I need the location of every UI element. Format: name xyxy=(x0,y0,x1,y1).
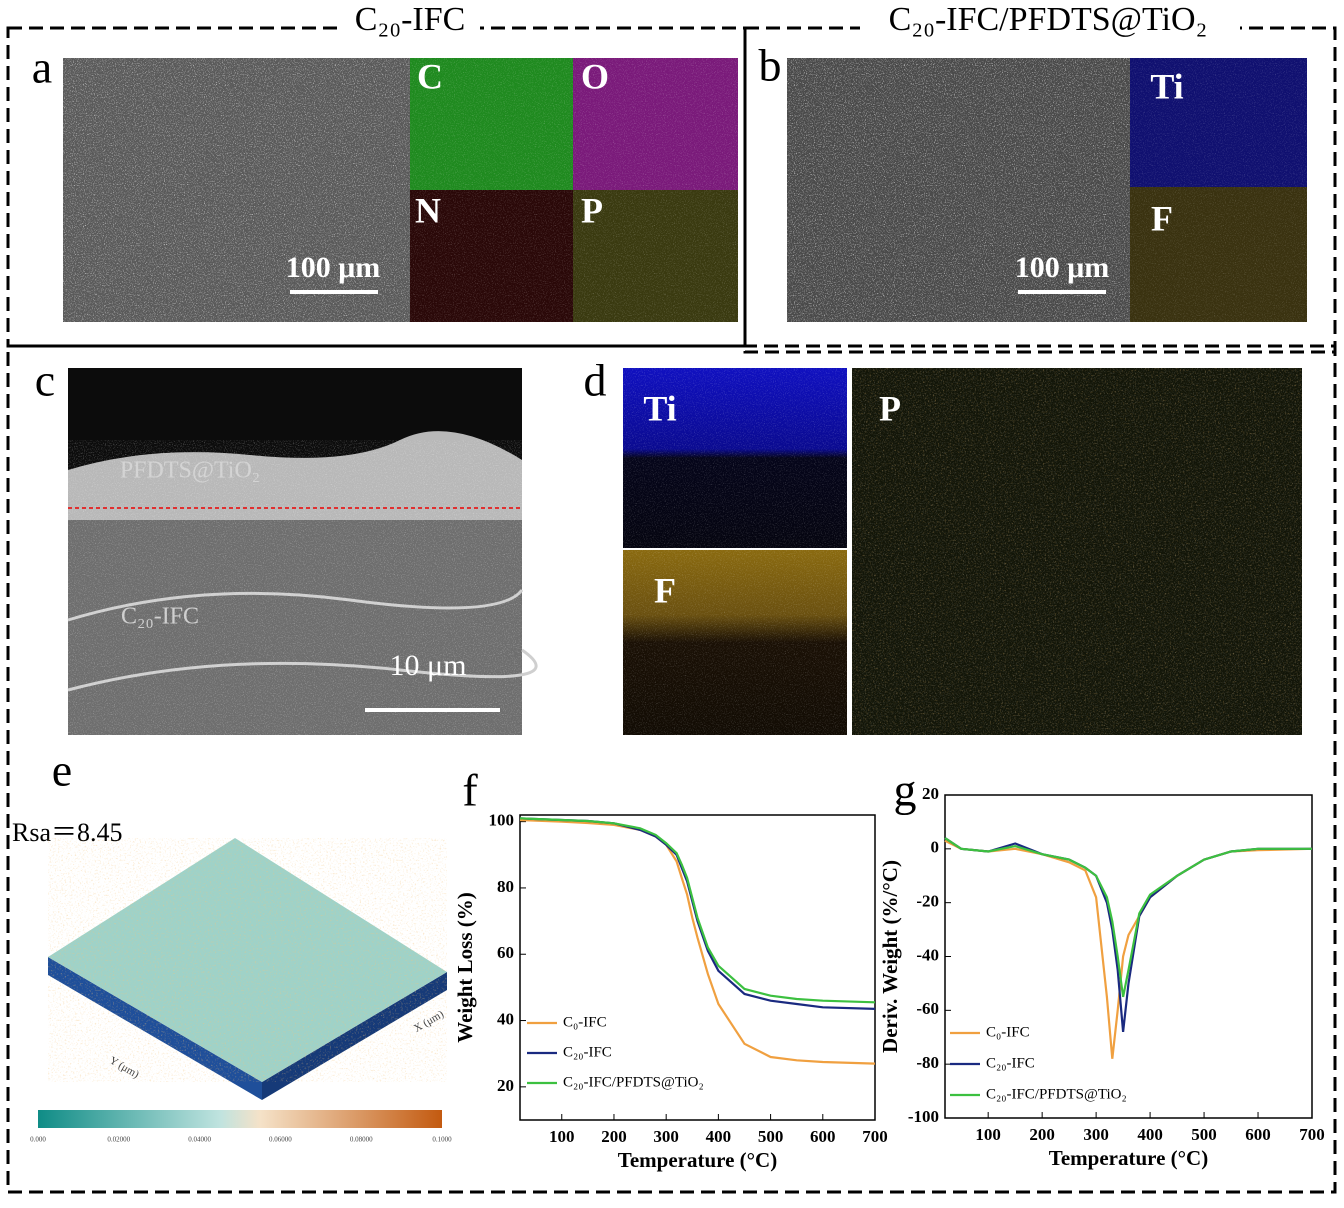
data-line xyxy=(519,817,876,1004)
map-label: P xyxy=(879,388,901,428)
y-tick-label: 60 xyxy=(497,943,514,962)
colorbar-label: 0.000 xyxy=(30,1136,46,1144)
panel-label: b xyxy=(759,40,782,91)
map-texture xyxy=(410,58,738,322)
panel-label: c xyxy=(35,355,55,406)
y-tick-label: -60 xyxy=(916,999,939,1018)
map-label: Ti xyxy=(643,388,676,428)
panel-label: d xyxy=(584,355,607,406)
x-tick-label: 500 xyxy=(1191,1125,1217,1144)
x-tick-label: 100 xyxy=(975,1125,1001,1144)
scale-label: 10 μm xyxy=(390,649,467,682)
x-tick-label: 400 xyxy=(706,1127,732,1146)
map-texture xyxy=(852,368,1302,735)
map-label: C xyxy=(417,56,443,96)
legend-label: C₂₀-IFC/PFDTS@TiO₂ xyxy=(986,1086,1127,1102)
header: C₂₀-IFC/PFDTS@TiO₂ xyxy=(889,1,1208,38)
roughness: Rsa＝8.45 xyxy=(12,818,123,847)
colorbar-label: 0.04000 xyxy=(188,1136,211,1144)
panel-label: e xyxy=(52,745,72,796)
surface-texture xyxy=(48,838,447,1082)
map-label: F xyxy=(1151,198,1173,238)
y-axis-label: Deriv. Weight (%/°C) xyxy=(878,860,902,1053)
colorbar-label: 0.02000 xyxy=(107,1136,130,1144)
layer-label: PFDTS@TiO₂ xyxy=(120,458,260,484)
data-line xyxy=(944,837,1312,998)
y-tick-label: 100 xyxy=(489,811,515,830)
surface-side xyxy=(48,957,262,1100)
y-tick-label: -20 xyxy=(916,892,939,911)
x-tick-label: 400 xyxy=(1137,1125,1163,1144)
legend-label: C₀-IFC xyxy=(563,1014,607,1030)
sem-texture xyxy=(787,58,1130,322)
y-tick-label: 20 xyxy=(922,784,939,803)
x-tick-label: 500 xyxy=(758,1127,784,1146)
map-label: P xyxy=(581,190,603,230)
map-texture xyxy=(1130,58,1307,322)
x-tick-label: 300 xyxy=(1083,1125,1109,1144)
y-tick-label: -100 xyxy=(908,1107,939,1126)
scale-label: 100 μm xyxy=(286,251,381,284)
y-tick-label: 40 xyxy=(497,1009,514,1028)
y-axis-label: Weight Loss (%) xyxy=(453,892,477,1043)
map-label: O xyxy=(581,56,609,96)
legend-label: C₂₀-IFC/PFDTS@TiO₂ xyxy=(563,1074,704,1090)
x-tick-label: 600 xyxy=(810,1127,836,1146)
colorbar-label: 0.06000 xyxy=(269,1136,292,1144)
plot-frame xyxy=(519,814,876,1121)
axis-label: X (μm) xyxy=(412,1008,446,1035)
x-tick-label: 200 xyxy=(601,1127,627,1146)
x-tick-label: 300 xyxy=(653,1127,679,1146)
axis-label: Y (μm) xyxy=(107,1054,141,1081)
sem-texture xyxy=(68,440,522,735)
panel-label: f xyxy=(462,765,478,816)
x-tick-label: 600 xyxy=(1245,1125,1271,1144)
colorbar-label: 0.1000 xyxy=(432,1136,452,1144)
x-tick-label: 200 xyxy=(1029,1125,1055,1144)
sem-texture xyxy=(63,58,410,322)
legend-label: C₂₀-IFC xyxy=(986,1055,1035,1071)
header-bg xyxy=(860,5,1240,45)
scale-label: 100 μm xyxy=(1015,251,1110,284)
x-tick-label: 100 xyxy=(549,1127,575,1146)
x-tick-label: 700 xyxy=(862,1127,888,1146)
data-line xyxy=(519,818,876,1065)
colorbar-label: 0.08000 xyxy=(350,1136,373,1144)
colorbar xyxy=(38,1110,442,1128)
y-tick-label: 20 xyxy=(497,1076,514,1095)
y-tick-label: -40 xyxy=(916,945,939,964)
y-tick-label: -80 xyxy=(916,1053,939,1072)
y-tick-label: 0 xyxy=(931,838,940,857)
panel-label: g xyxy=(894,765,917,816)
panel-label: a xyxy=(32,42,52,93)
header-bg xyxy=(340,5,480,45)
legend-label: C₀-IFC xyxy=(986,1024,1030,1040)
layer-label: C₂₀-IFC xyxy=(121,604,199,630)
surface-side xyxy=(262,972,447,1100)
x-tick-label: 700 xyxy=(1299,1125,1325,1144)
header: C₂₀-IFC xyxy=(355,1,466,38)
map-label: Ti xyxy=(1150,66,1183,106)
x-axis-label: Temperature (°C) xyxy=(1049,1146,1208,1170)
map-label: N xyxy=(415,190,441,230)
map-label: F xyxy=(654,570,676,610)
legend-label: C₂₀-IFC xyxy=(563,1044,612,1060)
x-axis-label: Temperature (°C) xyxy=(618,1148,777,1172)
y-tick-label: 80 xyxy=(497,877,514,896)
